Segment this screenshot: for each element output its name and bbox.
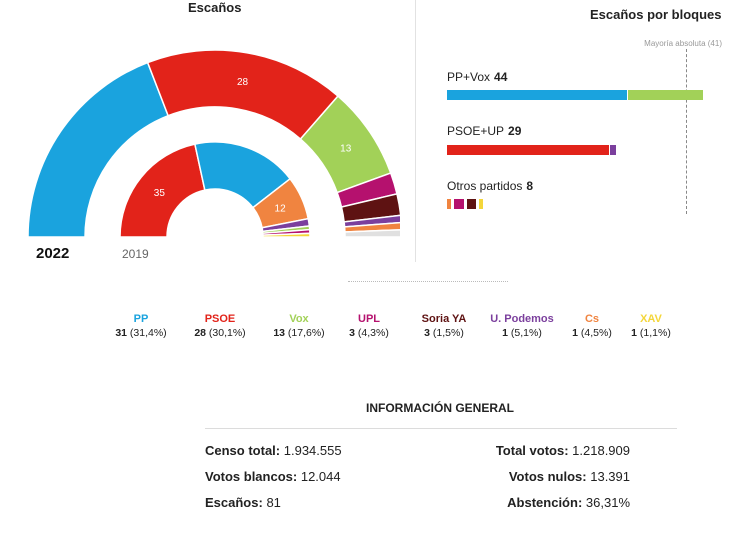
votos-nulos: Votos nulos: 13.391 <box>509 469 630 484</box>
legend-seats: 1 <box>572 327 578 339</box>
legend-party-name: Vox <box>289 313 309 325</box>
total-value: 1.218.909 <box>572 443 630 458</box>
y2022-data-label: 13 <box>340 143 352 154</box>
total-votos: Total votos: 1.218.909 <box>496 443 630 458</box>
y2019-data-label: 12 <box>275 203 287 214</box>
info-title: INFORMACIÓN GENERAL <box>366 401 514 415</box>
dotted-separator <box>348 281 508 282</box>
bloc-bar-segment-xav <box>479 199 484 209</box>
y2022-data-label: 28 <box>237 77 249 88</box>
legend-item-vox: Vox 13 (17,6%) <box>259 313 339 339</box>
bloc-label-ppvox: PP+Vox 44 <box>447 70 507 84</box>
legend-pct: (4,5%) <box>578 327 612 339</box>
legend-seat-value: 3 (1,5%) <box>404 327 484 339</box>
escanos-value: 81 <box>266 495 281 510</box>
legend-seats: 31 <box>115 327 127 339</box>
bloc-name: Otros partidos <box>447 179 523 193</box>
bloc-bar-segment-psoe <box>447 145 610 155</box>
parliament-chart: 28 13 35 12 <box>27 49 400 238</box>
legend-pct: (17,6%) <box>285 327 325 339</box>
bloc-label-psoeup: PSOE+UP 29 <box>447 124 521 138</box>
votos-blancos: Votos blancos: 12.044 <box>205 469 341 484</box>
bloc-bar-segment-soria-ya <box>466 199 477 209</box>
bloc-bar-segment-u-podemos <box>610 145 617 155</box>
legend-pct: (4,3%) <box>355 327 389 339</box>
legend-party-name: Cs <box>584 313 600 325</box>
legend-item-u-podemos: U. Podemos 1 (5,1%) <box>482 313 562 339</box>
escanos-key: Escaños: <box>205 495 263 510</box>
legend-party-name: U. Podemos <box>490 313 554 325</box>
legend-item-pp: PP 31 (31,4%) <box>101 313 181 339</box>
abstencion: Abstención: 36,31% <box>507 495 630 510</box>
y2022-seat-arc-psoe <box>146 49 340 141</box>
legend-seat-value: 28 (30,1%) <box>180 327 260 339</box>
bloc-bar-segment-upl <box>454 199 464 209</box>
legend-item-upl: UPL 3 (4,3%) <box>329 313 409 339</box>
total-key: Total votos: <box>495 443 569 458</box>
bloc-total: 29 <box>508 124 522 138</box>
legend-pct: (31,4%) <box>127 327 167 339</box>
bloc-total: 44 <box>494 70 508 84</box>
legend-seats: 1 <box>631 327 637 339</box>
bloc-bar-segment-pp <box>447 90 627 100</box>
legend-seats: 13 <box>273 327 285 339</box>
legend-seats: 3 <box>349 327 355 339</box>
legend-seat-value: 31 (31,4%) <box>101 327 181 339</box>
legend-pct: (5,1%) <box>508 327 542 339</box>
legend-party-name: PP <box>133 313 149 325</box>
info-divider <box>205 428 677 429</box>
bloc-name: PSOE+UP <box>447 124 505 138</box>
blancos-value: 12.044 <box>300 469 341 484</box>
legend-item-psoe: PSOE 28 (30,1%) <box>180 313 260 339</box>
legend-seat-value: 13 (17,6%) <box>259 327 339 339</box>
bloc-total: 8 <box>526 179 534 193</box>
legend-seat-value: 3 (4,3%) <box>329 327 409 339</box>
y2019-data-label: 35 <box>154 188 166 199</box>
bloc-label-otros: Otros partidos 8 <box>447 179 533 193</box>
legend-seats: 1 <box>502 327 508 339</box>
legend-party-name: PSOE <box>204 313 236 325</box>
bloc-name: PP+Vox <box>447 70 491 84</box>
censo-key: Censo total: <box>205 443 281 458</box>
bloc-bar-segment-cs <box>447 199 451 209</box>
majority-label: Mayoría absoluta (41) <box>644 39 722 48</box>
legend-seat-value: 1 (5,1%) <box>482 327 562 339</box>
escanos: Escaños: 81 <box>205 495 281 510</box>
blocs-title: Escaños por bloques <box>590 7 722 22</box>
blancos-key: Votos blancos: <box>205 469 298 484</box>
legend-pct: (30,1%) <box>206 327 246 339</box>
y2019-seat-arc-xav <box>262 232 311 238</box>
legend-party-name: XAV <box>640 313 662 325</box>
seats-title: Escaños <box>188 0 242 15</box>
legend-seat-value: 1 (1,1%) <box>611 327 691 339</box>
nulos-value: 13.391 <box>590 469 630 484</box>
legend-pct: (1,5%) <box>430 327 464 339</box>
legend-party-name: Soria YA <box>421 313 467 325</box>
nulos-key: Votos nulos: <box>508 469 587 484</box>
legend-pct: (1,1%) <box>637 327 671 339</box>
bloc-bar-segment-vox <box>627 90 703 100</box>
legend-seat-value: 1 (4,5%) <box>552 327 632 339</box>
abst-value: 36,31% <box>585 495 630 510</box>
legend-seats: 3 <box>424 327 430 339</box>
legend-party-name: UPL <box>358 313 380 325</box>
y2022-seat-arc-xav <box>344 229 400 238</box>
legend-item-cs: Cs 1 (4,5%) <box>552 313 632 339</box>
majority-line <box>686 49 687 214</box>
censo-value: 1.934.555 <box>283 443 342 458</box>
legend-seats: 28 <box>194 327 206 339</box>
year-2019-label: 2019 <box>122 247 149 261</box>
year-2022-label: 2022 <box>36 245 70 262</box>
censo-total: Censo total: 1.934.555 <box>205 443 342 458</box>
legend-item-soria-ya: Soria YA 3 (1,5%) <box>404 313 484 339</box>
legend-item-xav: XAV 1 (1,1%) <box>611 313 691 339</box>
abst-key: Abstención: <box>507 495 583 510</box>
vertical-divider <box>415 0 416 262</box>
